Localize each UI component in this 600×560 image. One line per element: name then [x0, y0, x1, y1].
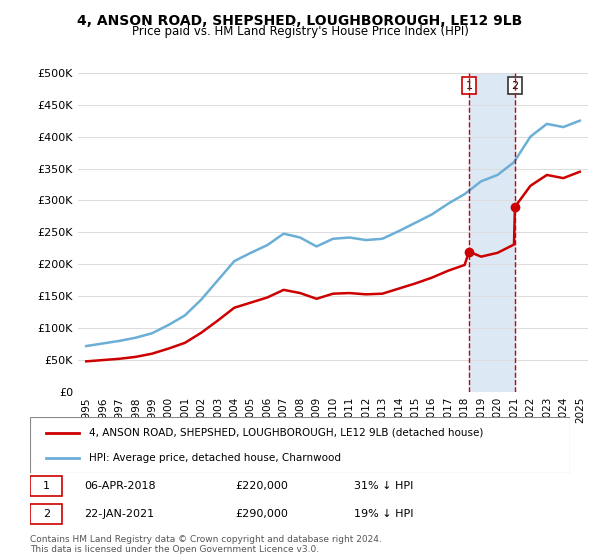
Text: 1: 1	[43, 481, 50, 491]
Text: 4, ANSON ROAD, SHEPSHED, LOUGHBOROUGH, LE12 9LB: 4, ANSON ROAD, SHEPSHED, LOUGHBOROUGH, L…	[77, 14, 523, 28]
Text: 4, ANSON ROAD, SHEPSHED, LOUGHBOROUGH, LE12 9LB (detached house): 4, ANSON ROAD, SHEPSHED, LOUGHBOROUGH, L…	[89, 428, 484, 438]
FancyBboxPatch shape	[30, 417, 570, 473]
Text: £220,000: £220,000	[235, 481, 288, 491]
Text: 1: 1	[466, 81, 473, 91]
Text: HPI: Average price, detached house, Charnwood: HPI: Average price, detached house, Char…	[89, 452, 341, 463]
Text: 2: 2	[511, 81, 518, 91]
Text: £290,000: £290,000	[235, 509, 288, 519]
FancyBboxPatch shape	[30, 476, 62, 496]
Bar	[469, 73, 515, 392]
Text: 22-JAN-2021: 22-JAN-2021	[84, 509, 154, 519]
Text: 19% ↓ HPI: 19% ↓ HPI	[354, 509, 413, 519]
Text: 31% ↓ HPI: 31% ↓ HPI	[354, 481, 413, 491]
Text: Contains HM Land Registry data © Crown copyright and database right 2024.
This d: Contains HM Land Registry data © Crown c…	[30, 535, 382, 554]
FancyBboxPatch shape	[30, 504, 62, 524]
Text: 06-APR-2018: 06-APR-2018	[84, 481, 155, 491]
Text: 2: 2	[43, 509, 50, 519]
Text: Price paid vs. HM Land Registry's House Price Index (HPI): Price paid vs. HM Land Registry's House …	[131, 25, 469, 38]
